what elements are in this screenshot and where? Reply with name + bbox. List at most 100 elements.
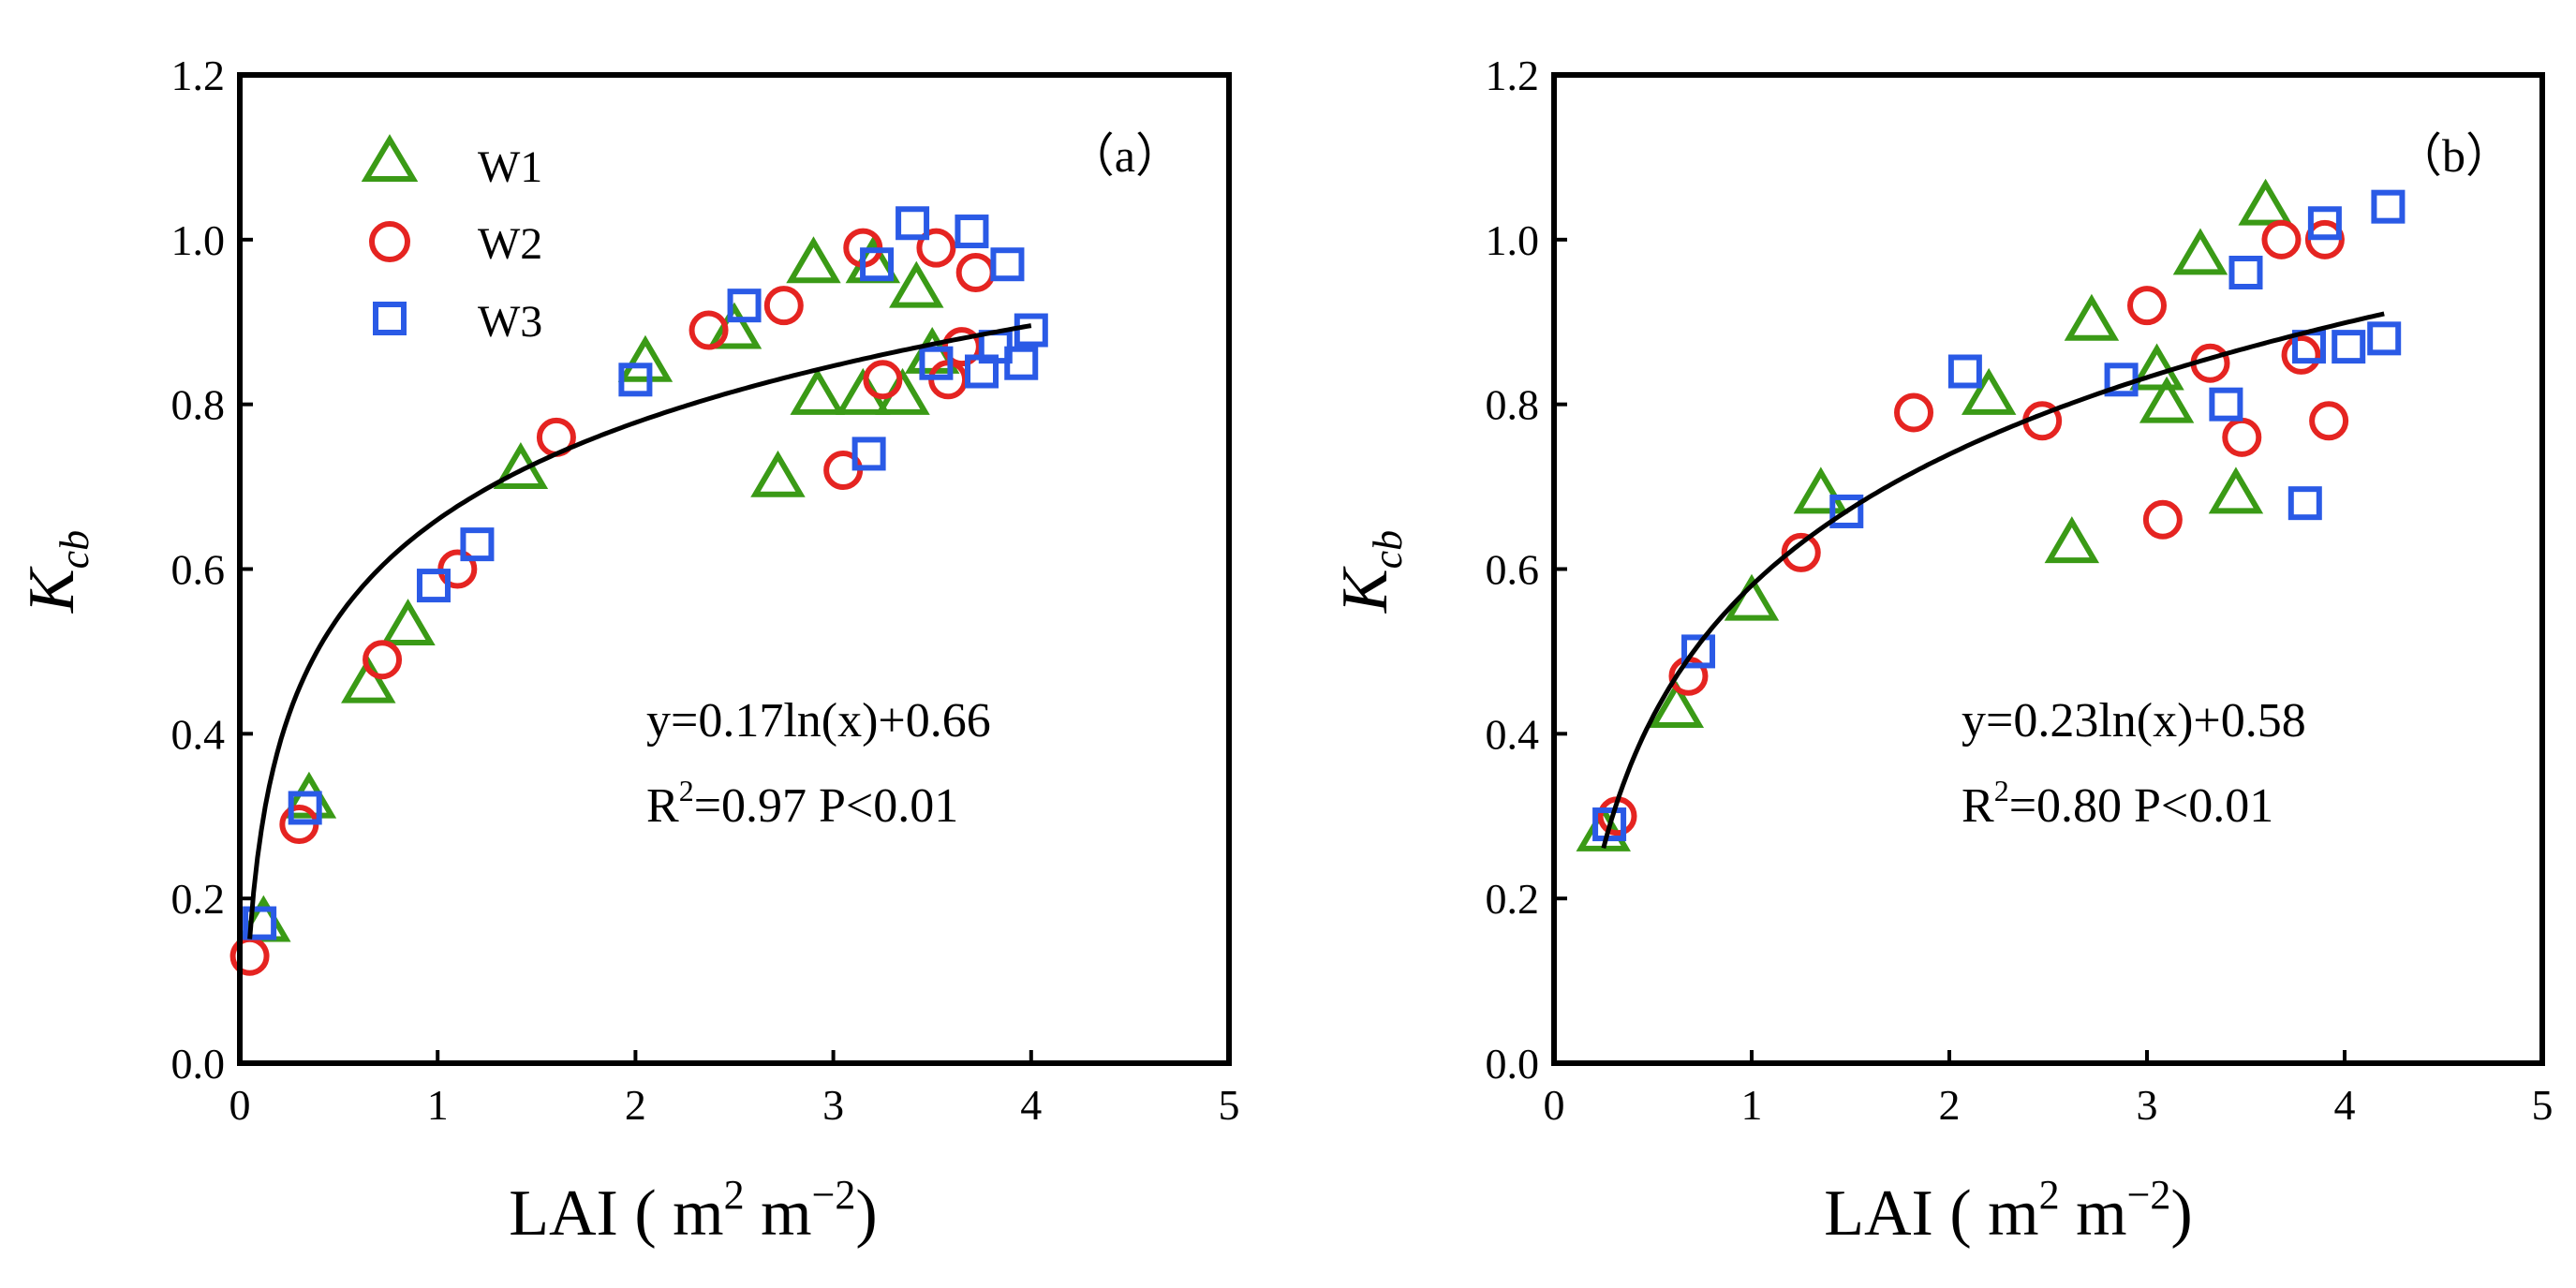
legend-w3-label: W3	[478, 297, 542, 347]
panel-a-label: （a）	[1068, 129, 1182, 182]
panel-b-ytick-label: 1.0	[1486, 216, 1540, 264]
panel-a-w1-point	[380, 599, 436, 646]
panel-b-w3-point	[2209, 387, 2243, 422]
panel-b-w3-point	[2228, 256, 2263, 289]
panel-a-ytick-label: 0.4	[171, 710, 226, 758]
panel-b-w1-point	[1649, 681, 1705, 728]
panel-a-w3-point	[851, 437, 886, 471]
panel-b-xtick-label: 5	[2532, 1081, 2554, 1129]
panel-b-w2-point	[1894, 392, 1934, 433]
panel-a-w1-point	[889, 260, 944, 308]
panel-b-equation: y=0.23ln(x)+0.58	[1962, 694, 2306, 748]
panel-a-w3-point	[955, 215, 989, 249]
panel-a-ytick-label: 0.2	[171, 875, 226, 923]
panel-a-w1-point	[786, 236, 841, 284]
panel-a-y-axis-title: Kcb	[16, 530, 97, 614]
panel-a-w3-point	[618, 363, 653, 397]
panel-a: 0 1 2 3 4 5 0.0 0.2 0.4 0.6 0.8 1.0 1.2 （a） W1 W2 W3…	[16, 52, 1240, 1250]
panel-b-w1-point	[1576, 804, 1631, 851]
panel-a-fit-curve	[247, 323, 1032, 940]
panel-a-ytick-label: 1.2	[171, 52, 226, 99]
legend-w2-marker	[369, 221, 410, 262]
panel-a-xtick-label: 5	[1219, 1081, 1240, 1129]
panel-b-xtick-label: 2	[1939, 1081, 1961, 1129]
panel-b-w2-point	[2309, 401, 2349, 441]
panel-b-stats: R2=0.80 P<0.01	[1962, 774, 2273, 833]
panel-b-w2-point	[2261, 219, 2302, 259]
panel-a-w1-point	[617, 334, 674, 382]
panel-a-markers	[229, 206, 1048, 976]
panel-a-w3-point	[727, 289, 762, 323]
panel-b-w1-point	[2044, 516, 2100, 564]
panel-a-equation: y=0.17ln(x)+0.66	[646, 694, 991, 748]
panel-b-w2-point	[1781, 532, 1821, 572]
panel-a-ytick-label: 0.6	[171, 546, 226, 594]
panel-a-w2-point	[688, 310, 729, 350]
panel-b-w1-point	[2172, 228, 2228, 275]
panel-a-ticks: 0 1 2 3 4 5 0.0 0.2 0.4 0.6 0.8 1.0 1.2	[171, 52, 1240, 1129]
panel-a-w3-point	[860, 247, 895, 282]
legend-w1-marker	[361, 134, 419, 182]
panel-a-w3-point	[243, 906, 277, 940]
panel-a-w3-point	[288, 791, 322, 825]
panel-a-w1-point	[341, 656, 396, 703]
panel-b-markers	[1576, 178, 2406, 851]
panel-a-w3-point	[896, 206, 930, 241]
panel-b-w2-point	[2142, 499, 2183, 540]
panel-a-xtick-label: 1	[427, 1081, 449, 1129]
panel-a-xtick-label: 0	[229, 1081, 251, 1129]
panel-a-x-axis-title: LAI ( m2 m−2)	[509, 1172, 877, 1250]
panel-b-w3-point	[2332, 330, 2366, 364]
panel-b-w1-point	[2208, 466, 2264, 514]
panel-b-label: （b）	[2395, 129, 2512, 182]
panel-a-w3-point	[416, 569, 451, 603]
panel-a-w1-point	[875, 367, 930, 415]
panel-b-w1-point	[2064, 293, 2120, 341]
panel-a-ytick-label: 0.0	[171, 1040, 226, 1088]
panel-b-ytick-label: 1.2	[1486, 52, 1540, 99]
panel-b-fit-curve	[1601, 311, 2385, 850]
panel-a-ytick-label: 1.0	[171, 216, 226, 264]
panel-a-w2-point	[916, 228, 956, 268]
panel-a-stats: R2=0.97 P<0.01	[646, 774, 958, 833]
panel-b-xtick-label: 1	[1741, 1081, 1763, 1129]
panel-b-ytick-label: 0.0	[1486, 1040, 1540, 1088]
panel-a-ytick-label: 0.8	[171, 381, 226, 429]
panel-a-w3-point	[919, 346, 954, 380]
panel-b-w3-point	[2307, 206, 2342, 241]
panel-b-xtick-label: 0	[1544, 1081, 1565, 1129]
panel-a-w2-point	[955, 253, 996, 292]
panel-b-w3-point	[1947, 354, 1982, 389]
panel-a-w1-point	[750, 450, 806, 497]
panel-b-w1-point	[1793, 466, 1849, 514]
panel-b-w2-point	[2127, 286, 2167, 326]
panel-a-xtick-label: 2	[625, 1081, 646, 1129]
panel-b-y-axis-title: Kcb	[1329, 530, 1411, 614]
panel-a-legend: W1 W2 W3	[361, 134, 542, 347]
panel-a-w2-point	[863, 360, 903, 400]
legend-w2-label: W2	[478, 219, 542, 269]
panel-b-w3-point	[2367, 321, 2402, 356]
panel-a-w1-point	[836, 367, 891, 415]
panel-b-w1-point	[2129, 343, 2184, 391]
panel-b-xtick-label: 3	[2137, 1081, 2158, 1129]
panel-b-w1-point	[2238, 178, 2293, 226]
panel-b-ticks: 0 1 2 3 4 5 0.0 0.2 0.4 0.6 0.8 1.0 1.2	[1486, 52, 2554, 1129]
panel-a-w1-point	[790, 367, 845, 415]
panel-b-w3-point	[2287, 486, 2322, 521]
panel-a-w2-point	[363, 640, 403, 680]
panel-b-w1-point	[1961, 367, 2017, 415]
panel-a-w3-point	[460, 527, 495, 562]
panel-b-ytick-label: 0.8	[1486, 381, 1540, 429]
panel-a-xtick-label: 4	[1020, 1081, 1042, 1129]
panel-a-w3-point	[990, 247, 1025, 282]
panel-b-w3-point	[2371, 189, 2406, 224]
panel-b-ytick-label: 0.2	[1486, 875, 1540, 923]
panel-b-ytick-label: 0.4	[1486, 710, 1540, 758]
panel-b-xtick-label: 4	[2334, 1081, 2356, 1129]
panel-a-xtick-label: 3	[822, 1081, 844, 1129]
legend-w3-marker	[373, 302, 407, 335]
panel-b-w2-point	[2222, 417, 2262, 457]
panel-b-x-axis-title: LAI ( m2 m−2)	[1824, 1172, 2192, 1250]
panel-b-w2-point	[2281, 334, 2321, 375]
